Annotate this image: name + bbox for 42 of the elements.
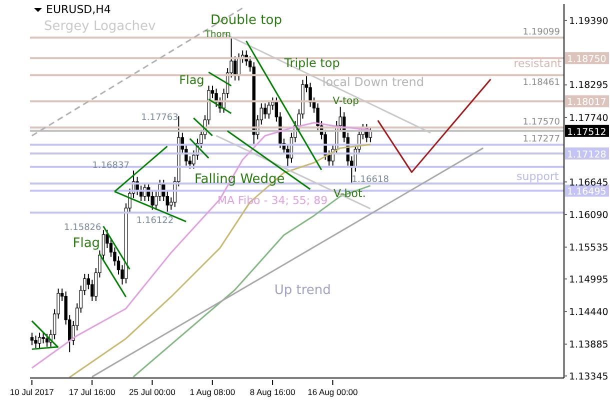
annotation: Triple top <box>283 56 340 70</box>
x-tick-label: 16 Aug 00:00 <box>308 387 358 397</box>
y-tick-label: 1.15535 <box>569 242 608 254</box>
y-tick-label: 1.13885 <box>569 340 608 351</box>
x-tick-label: 25 Jul 00:00 <box>129 387 176 397</box>
ref-line-label: 1.17570 <box>522 117 560 128</box>
annotation: 1.16618 <box>352 175 390 185</box>
annotation: resistant <box>514 57 562 70</box>
annotation: Double top <box>210 13 282 28</box>
ref-line-label: 1.18461 <box>522 78 560 88</box>
ref-line-label: 1.17277 <box>522 134 560 145</box>
annotation: local Down trend <box>322 75 424 89</box>
annotation: 1.17763 <box>141 113 178 123</box>
x-tick-label: 1 Aug 08:00 <box>190 387 236 397</box>
y-tick-label: 1.18295 <box>569 80 608 92</box>
ref-line-label: 1.18750 <box>567 54 606 66</box>
chart-title: EURUSD,H4 <box>46 3 111 16</box>
y-tick-label: 1.17740 <box>569 112 608 124</box>
annotation: Up trend <box>274 283 331 298</box>
ref-line-label: 1.17512 <box>567 126 606 138</box>
ref-line-label: 1.17128 <box>567 149 606 160</box>
annotation: support <box>516 170 560 183</box>
ref-line-label: 1.18017 <box>567 97 606 108</box>
x-tick-label: 17 Jul 16:00 <box>68 387 116 397</box>
annotation: Flag <box>179 73 204 87</box>
annotation: V-top <box>332 96 360 107</box>
y-tick-label: 1.14995 <box>569 274 608 286</box>
x-tick-label: 8 Aug 16:00 <box>250 387 296 397</box>
annotation: 1.16837 <box>92 161 130 171</box>
y-tick-label: 1.14440 <box>569 306 608 318</box>
y-tick-label: 1.13345 <box>569 371 608 382</box>
y-tick-label: 1.19390 <box>569 16 608 27</box>
annotation: 1.16122 <box>136 216 174 226</box>
annotation: Thorn <box>204 30 232 40</box>
ref-line-label: 1.19099 <box>522 28 560 38</box>
x-tick-label: 10 Jul 2017 <box>10 387 54 397</box>
annotation: V-bot. <box>333 187 366 200</box>
y-tick-label: 1.16090 <box>569 210 608 221</box>
y-tick-label: 1.16645 <box>569 177 608 188</box>
ref-line-label: 1.16495 <box>567 186 606 198</box>
annotation: Flag <box>72 236 100 251</box>
annotation: 1.15826 <box>64 223 102 233</box>
